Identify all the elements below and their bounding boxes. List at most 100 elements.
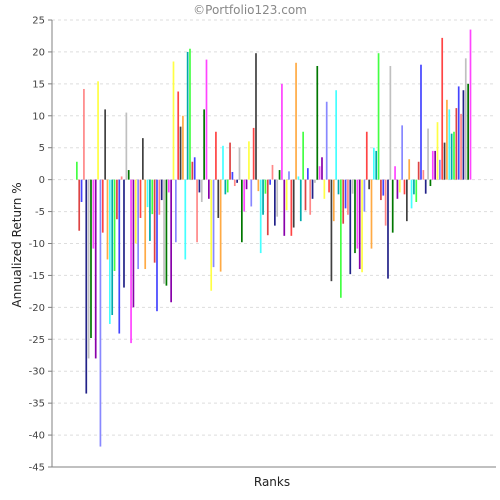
- bar: [453, 131, 455, 180]
- bar: [337, 179, 340, 195]
- y-tick-label: 5: [39, 143, 45, 154]
- bar: [415, 179, 418, 202]
- bar: [335, 90, 337, 180]
- bar: [167, 179, 170, 193]
- bar: [94, 179, 97, 359]
- bar: [356, 179, 359, 249]
- y-tick-label: -15: [29, 271, 45, 282]
- bar: [396, 179, 399, 199]
- bar: [460, 113, 462, 180]
- bar: [196, 179, 198, 243]
- bar: [191, 161, 194, 180]
- bar: [134, 179, 137, 244]
- bar: [189, 48, 191, 180]
- bar: [125, 112, 128, 180]
- bar: [387, 179, 389, 279]
- bar: [257, 179, 260, 192]
- bar: [158, 179, 161, 215]
- bar: [106, 179, 109, 260]
- bar: [151, 179, 154, 215]
- bar: [160, 179, 163, 201]
- bar: [233, 179, 236, 187]
- bar: [271, 164, 274, 180]
- y-tick-label: -45: [29, 463, 45, 474]
- bar: [314, 179, 316, 183]
- bar: [361, 179, 363, 273]
- bar: [78, 179, 81, 231]
- bar: [224, 179, 227, 195]
- bar: [332, 179, 335, 222]
- bar: [118, 179, 121, 334]
- bar: [142, 138, 144, 180]
- bar: [462, 90, 465, 180]
- bar: [431, 150, 434, 180]
- bar: [349, 179, 352, 275]
- bar: [448, 109, 451, 180]
- bar: [170, 179, 172, 303]
- bar: [299, 179, 302, 222]
- bar: [208, 179, 210, 199]
- bar: [177, 91, 180, 180]
- bar: [241, 179, 243, 243]
- y-tick-label: -5: [35, 207, 45, 218]
- bar: [455, 108, 458, 180]
- bar: [420, 64, 422, 180]
- bar: [236, 179, 238, 183]
- bar: [90, 179, 92, 339]
- bar: [101, 179, 104, 233]
- bar: [210, 179, 213, 291]
- bar: [401, 125, 403, 180]
- bar: [165, 179, 168, 286]
- bar: [198, 179, 201, 193]
- bar: [276, 179, 279, 217]
- bar: [182, 115, 184, 180]
- bar: [323, 179, 326, 199]
- bar: [318, 166, 321, 180]
- bar: [342, 179, 345, 224]
- x-axis-title: Ranks: [254, 475, 290, 489]
- bar: [377, 53, 380, 180]
- bar: [226, 179, 229, 193]
- bar: [175, 179, 177, 243]
- bar: [321, 157, 323, 180]
- bar: [406, 179, 408, 222]
- bar: [146, 179, 149, 208]
- bar: [295, 62, 297, 180]
- bar: [446, 99, 448, 180]
- bar: [120, 176, 123, 180]
- bar: [292, 179, 295, 228]
- bar: [290, 179, 293, 236]
- bar: [434, 150, 436, 180]
- bar: [398, 179, 401, 193]
- y-tick-label: 0: [39, 175, 45, 186]
- bar: [340, 179, 342, 298]
- bar: [278, 170, 281, 180]
- bar: [443, 142, 446, 180]
- bar: [123, 179, 125, 288]
- bar: [408, 159, 411, 180]
- bar: [344, 179, 347, 209]
- bar: [163, 179, 165, 284]
- bar: [184, 179, 187, 260]
- bar: [156, 179, 158, 312]
- bar: [391, 179, 394, 233]
- bar: [215, 131, 217, 180]
- y-tick-label: -10: [29, 239, 45, 250]
- bar: [200, 179, 203, 202]
- y-tick-label: 10: [32, 111, 45, 122]
- bar: [281, 83, 283, 180]
- bar: [469, 29, 472, 180]
- bar: [410, 179, 413, 209]
- bar: [132, 179, 135, 308]
- bar: [205, 59, 208, 180]
- bar: [457, 86, 460, 180]
- bar: [358, 179, 361, 270]
- bar: [370, 179, 373, 249]
- bar: [441, 37, 444, 180]
- y-tick-label: -25: [29, 335, 45, 346]
- bar: [288, 171, 290, 180]
- bar: [354, 179, 356, 254]
- bars: [76, 29, 472, 447]
- bar: [351, 179, 354, 194]
- bar: [307, 168, 309, 180]
